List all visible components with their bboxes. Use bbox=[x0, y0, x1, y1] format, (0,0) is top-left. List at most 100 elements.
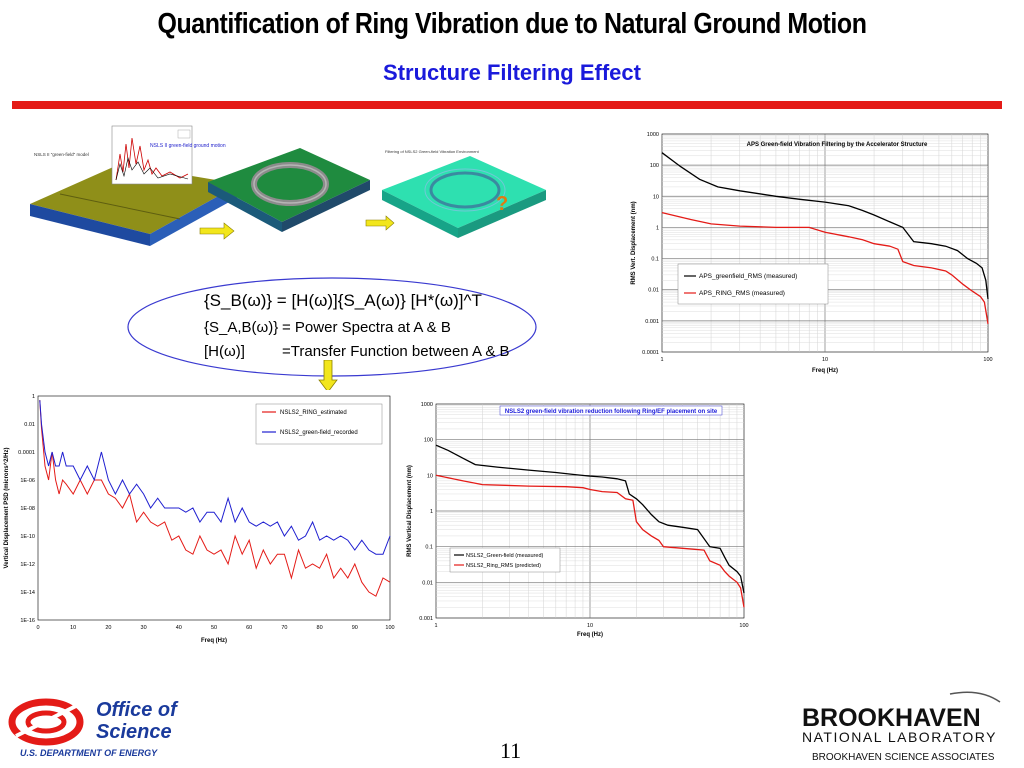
page-number: 11 bbox=[500, 738, 522, 763]
spectra-symbol: {S_A,B(ω)} bbox=[204, 319, 278, 336]
nsls2-reduction-chart: 0.001 0.01 0.1 1 10 100 1000 1 10 100 NSLS2 green… bbox=[404, 396, 754, 640]
doe-office-of-science-logo: Office of Science U.S. DEPARTMENT OF ENE… bbox=[8, 698, 179, 758]
y-tick-label: 100 bbox=[424, 438, 433, 444]
nsls2-y-axis-label: RMS Vertical Displacement (nm) bbox=[407, 465, 413, 557]
right-arrow-icon bbox=[199, 222, 235, 240]
x-tick-label: 100 bbox=[983, 357, 992, 363]
nsls2-legend-ring: NSLS2_Ring_RMS (predicted) bbox=[466, 563, 541, 569]
filtered-ring-model: ? bbox=[382, 156, 546, 238]
nsls2-grid bbox=[436, 404, 744, 618]
y-tick-label: 0.01 bbox=[24, 422, 35, 428]
x-tick-label: 1 bbox=[434, 623, 437, 629]
y-tick-label: 10 bbox=[653, 194, 659, 200]
y-tick-label: 0.01 bbox=[422, 580, 433, 586]
y-tick-label: 1000 bbox=[647, 132, 659, 138]
nsls2-chart-title: NSLS2 green-field vibration reduction fo… bbox=[505, 409, 718, 415]
title-divider bbox=[12, 101, 1002, 109]
x-tick-label: 10 bbox=[70, 625, 76, 631]
transfer-symbol: [H(ω)] bbox=[204, 343, 245, 360]
model-label: NSLS II "green-field" model bbox=[34, 152, 89, 157]
x-tick-label: 100 bbox=[739, 623, 748, 629]
psd-x-axis-label: Freq (Hz) bbox=[201, 638, 227, 644]
x-tick-label: 10 bbox=[822, 357, 828, 363]
x-tick-label: 10 bbox=[587, 623, 593, 629]
bnl-logo-line2: NATIONAL LABORATORY bbox=[802, 729, 997, 745]
psd-tick-labels: 1E-16 1E-14 1E-12 1E-10 1E-08 1E-06 0.0001 0.01… bbox=[18, 394, 394, 631]
y-tick-label: 1E-10 bbox=[20, 534, 35, 540]
nsls2-x-axis-label: Freq (Hz) bbox=[577, 632, 603, 638]
x-tick-label: 100 bbox=[385, 625, 394, 631]
y-tick-label: 1E-16 bbox=[20, 618, 35, 624]
doe-logo-line2: Science bbox=[96, 721, 172, 743]
y-tick-label: 0.1 bbox=[651, 257, 659, 263]
bnl-logo-line3: BROOKHAVEN SCIENCE ASSOCIATES bbox=[812, 752, 995, 763]
aps-filtering-chart: 0.0001 0.001 0.01 0.1 1 10 100 1000 1 10 100 APS G… bbox=[628, 126, 998, 382]
y-tick-label: 1E-06 bbox=[20, 478, 35, 484]
x-tick-label: 60 bbox=[246, 625, 252, 631]
bnl-arc-icon bbox=[949, 691, 1001, 703]
equation-panel: {S_B(ω)} = [H(ω)]{S_A(ω)} [H*(ω)]^T {S_A… bbox=[127, 277, 537, 377]
series-line-2 bbox=[39, 400, 391, 555]
filtering-label: Filtering of NSLS2 Green-field Vibration… bbox=[385, 149, 480, 154]
y-tick-label: 1E-14 bbox=[20, 590, 35, 596]
x-tick-label: 0 bbox=[36, 625, 39, 631]
ground-motion-label: NSLS II green-field ground motion bbox=[150, 143, 226, 149]
aps-legend-ring: APS_RING_RMS (measured) bbox=[699, 290, 785, 297]
x-tick-label: 20 bbox=[105, 625, 111, 631]
transfer-equation: {S_B(ω)} = [H(ω)]{S_A(ω)} [H*(ω)]^T bbox=[204, 291, 482, 310]
nsls2-series bbox=[435, 444, 745, 608]
aps-legend: APS_greenfield_RMS (measured) APS_RING_R… bbox=[677, 263, 829, 305]
y-tick-label: 0.001 bbox=[419, 616, 433, 622]
psd-legend-ring: NSLS2_RING_estimated bbox=[280, 410, 347, 416]
y-tick-label: 1000 bbox=[421, 402, 433, 408]
right-arrow-icon bbox=[365, 215, 395, 231]
aps-legend-greenfield: APS_greenfield_RMS (measured) bbox=[699, 273, 797, 280]
x-tick-label: 1 bbox=[660, 357, 663, 363]
spectra-definition: = Power Spectra at A & B bbox=[282, 319, 451, 336]
aps-y-axis-label: RMS Vert. Displacement (nm) bbox=[631, 201, 637, 284]
nsls2-legend: NSLS2_Green-field (measured) NSLS2_Ring_… bbox=[449, 547, 561, 573]
y-tick-label: 0.0001 bbox=[642, 350, 659, 356]
y-tick-label: 0.1 bbox=[425, 545, 433, 551]
psd-legend-greenfield: NSLS2_green-field_recorded bbox=[280, 430, 358, 436]
ground-model-illustration: NSLS II "green-field" model NSLS II gree… bbox=[30, 125, 546, 246]
bnl-logo-line1: BROOKHAVEN bbox=[802, 704, 981, 732]
y-tick-label: 1 bbox=[430, 509, 433, 515]
y-tick-label: 10 bbox=[427, 473, 433, 479]
y-tick-label: 0.01 bbox=[648, 288, 659, 294]
series-line-1 bbox=[435, 444, 745, 594]
y-tick-label: 1E-12 bbox=[20, 562, 35, 568]
x-tick-label: 80 bbox=[317, 625, 323, 631]
transfer-definition: =Transfer Function between A & B bbox=[282, 343, 510, 360]
series-line-1 bbox=[661, 152, 989, 300]
y-tick-label: 100 bbox=[650, 163, 659, 169]
nsls2-tick-labels: 0.001 0.01 0.1 1 10 100 1000 1 10 100 bbox=[419, 402, 748, 629]
x-tick-label: 90 bbox=[352, 625, 358, 631]
psd-chart: 1E-16 1E-14 1E-12 1E-10 1E-08 1E-06 0.0001 0.01… bbox=[0, 390, 396, 648]
slide-title: Quantification of Ring Vibration due to … bbox=[157, 8, 867, 40]
down-arrow-icon bbox=[318, 360, 338, 393]
y-tick-label: 0.001 bbox=[645, 319, 659, 325]
series-line-2 bbox=[435, 474, 745, 608]
aps-series bbox=[661, 152, 989, 325]
nsls2-legend-greenfield: NSLS2_Green-field (measured) bbox=[466, 553, 544, 559]
question-mark: ? bbox=[496, 193, 508, 215]
series-line-2 bbox=[661, 211, 989, 325]
slide-subtitle: Structure Filtering Effect bbox=[383, 60, 641, 85]
ground-motion-inset bbox=[111, 125, 193, 185]
aps-x-axis-label: Freq (Hz) bbox=[812, 368, 838, 374]
psd-y-axis-label: Vertical Displacement PSD (microns^2/Hz) bbox=[4, 448, 10, 569]
psd-legend: NSLS2_RING_estimated NSLS2_green-field_r… bbox=[255, 403, 383, 445]
x-tick-label: 40 bbox=[176, 625, 182, 631]
doe-logo-line3: U.S. DEPARTMENT OF ENERGY bbox=[20, 748, 158, 758]
x-tick-label: 50 bbox=[211, 625, 217, 631]
doe-swirl-icon bbox=[8, 698, 84, 746]
psd-series bbox=[39, 400, 391, 597]
ring-on-site-model bbox=[208, 148, 370, 232]
x-tick-label: 70 bbox=[281, 625, 287, 631]
aps-chart-title: APS Green-field Vibration Filtering by t… bbox=[747, 142, 928, 148]
y-tick-label: 1 bbox=[32, 394, 35, 400]
aps-tick-labels: 0.0001 0.001 0.01 0.1 1 10 100 1000 1 10 100 bbox=[642, 132, 992, 363]
x-tick-label: 30 bbox=[141, 625, 147, 631]
brookhaven-logo: BROOKHAVEN NATIONAL LABORATORY BROOKHAVE… bbox=[802, 691, 1001, 763]
